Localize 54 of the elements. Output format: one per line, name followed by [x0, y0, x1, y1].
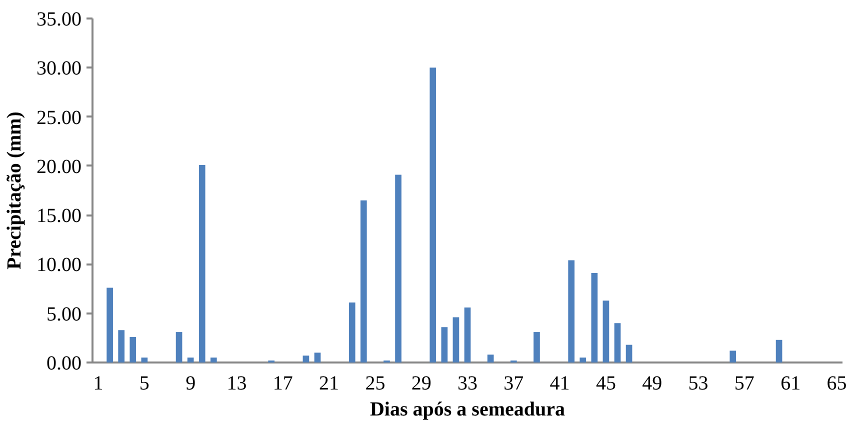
y-tick-label: 0.00 [46, 352, 82, 374]
bar [187, 358, 194, 362]
bar [430, 68, 436, 362]
bar [487, 354, 494, 362]
bar [534, 332, 540, 362]
bar [302, 356, 310, 362]
x-tick-label: 41 [550, 372, 570, 394]
bar [776, 340, 782, 362]
x-tick-label: 17 [272, 372, 293, 394]
y-axis-title: Precipitação (mm) [4, 112, 26, 270]
bar [626, 344, 632, 362]
x-tick-label: 57 [734, 372, 754, 394]
y-tick-label: 10.00 [36, 254, 82, 276]
bar [141, 358, 148, 362]
bar [591, 273, 598, 362]
y-tick-label: 15.00 [36, 205, 82, 228]
bar [176, 332, 182, 362]
bar [118, 330, 125, 362]
x-axis-title: Dias após a semeadura [370, 398, 566, 420]
x-tick-label: 29 [411, 372, 432, 394]
bar [210, 358, 217, 362]
bar [441, 327, 448, 362]
x-tick-label: 45 [596, 372, 616, 394]
y-tick-label: 25.00 [36, 106, 82, 129]
bar [580, 358, 586, 362]
x-tick-label: 1 [93, 372, 104, 394]
bar [106, 288, 113, 362]
bar [452, 317, 460, 362]
x-tick-label: 37 [504, 372, 524, 394]
bar [614, 323, 621, 362]
bar [395, 174, 402, 362]
bar [314, 352, 321, 362]
x-tick-label: 5 [139, 372, 150, 394]
y-tick-label: 35.00 [36, 8, 82, 30]
bar [730, 350, 736, 362]
x-tick-label: 33 [458, 372, 478, 394]
bar [360, 200, 367, 362]
x-tick-label: 21 [319, 372, 340, 394]
bar [602, 300, 610, 362]
x-tick-label: 65 [826, 372, 847, 394]
x-tick-label: 49 [642, 372, 662, 394]
bar [348, 302, 356, 362]
bar [130, 336, 136, 362]
x-tick-label: 53 [688, 372, 708, 394]
y-tick-label: 5.00 [46, 303, 82, 326]
x-tick-label: 61 [780, 372, 801, 394]
bar [198, 164, 206, 362]
bar [568, 260, 575, 362]
x-tick-label: 25 [365, 372, 386, 394]
y-tick-label: 30.00 [36, 58, 82, 80]
y-tick-label: 20.00 [36, 156, 82, 178]
bar [464, 307, 471, 362]
x-tick-label: 13 [226, 372, 247, 394]
x-tick-label: 9 [186, 372, 196, 394]
